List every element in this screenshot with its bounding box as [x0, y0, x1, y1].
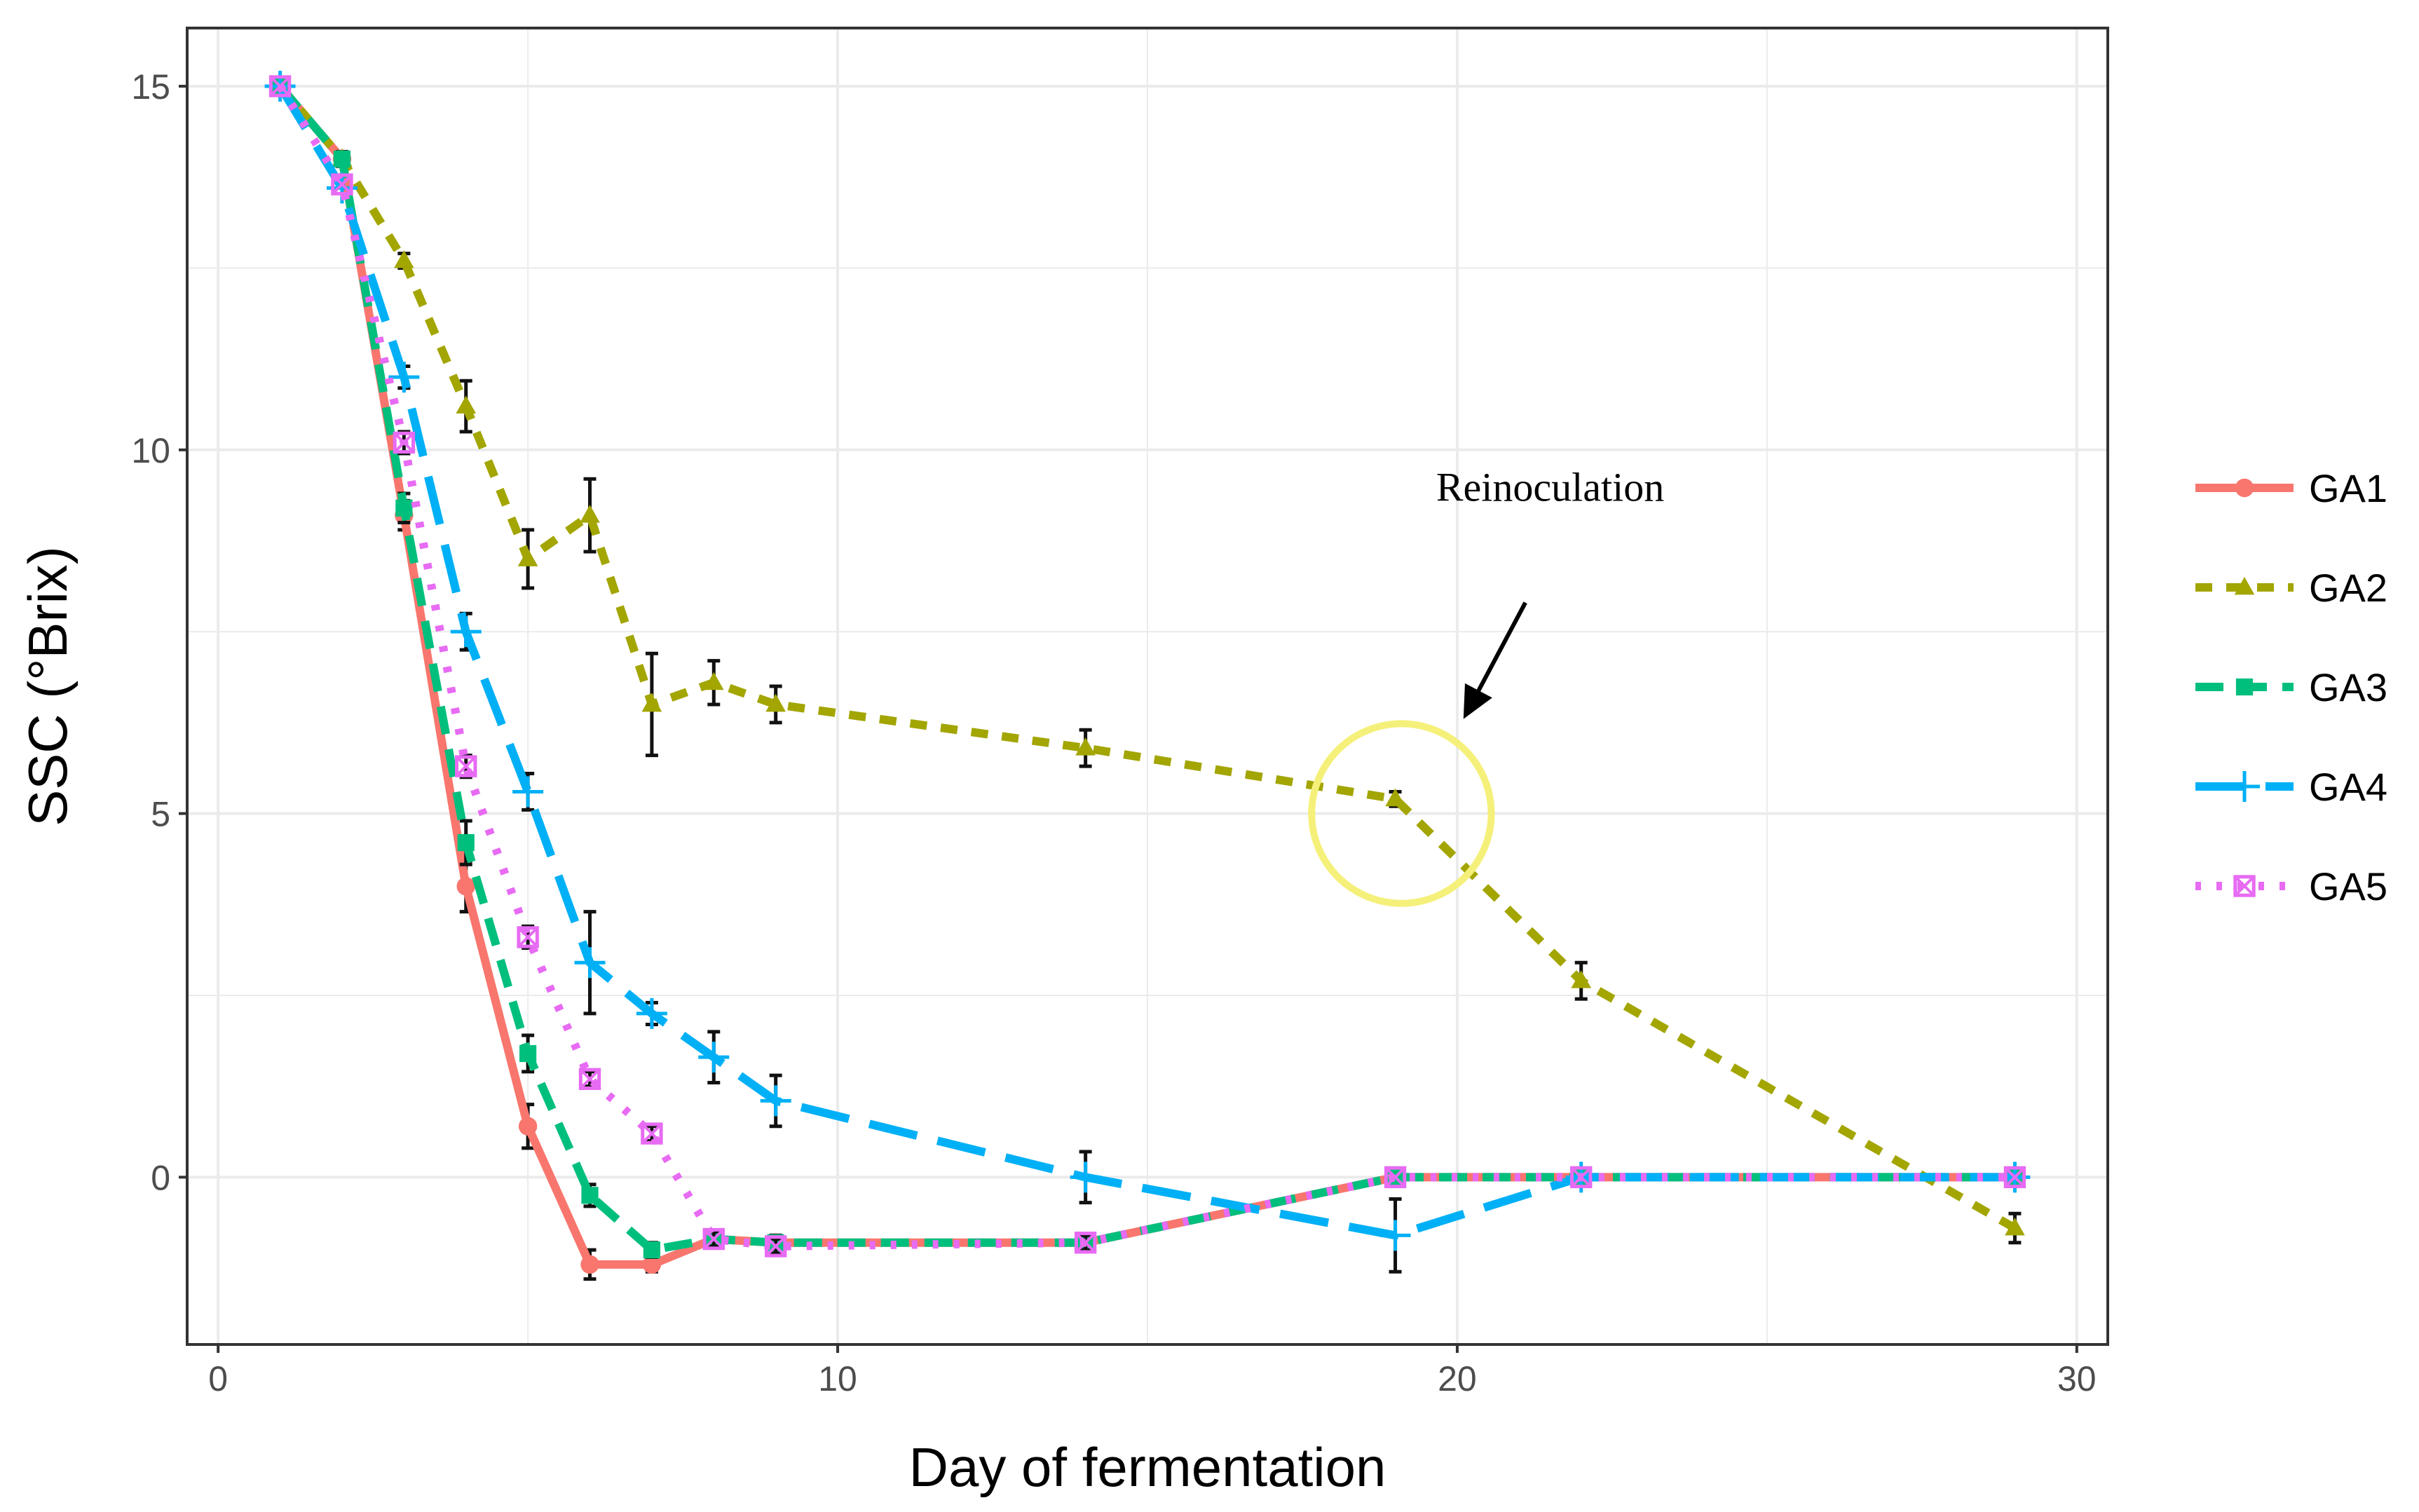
data-point-ga4	[1379, 1220, 1411, 1251]
data-point-ga4	[760, 1085, 791, 1117]
data-point-ga3	[333, 150, 351, 168]
legend-label-ga3: GA3	[2309, 665, 2387, 709]
data-point-ga5	[702, 1227, 725, 1251]
data-point-ga4	[1070, 1162, 1101, 1193]
data-point-ga4	[574, 947, 606, 979]
data-point-ga3	[457, 833, 475, 852]
axes-layer: 0 10 20 30 0 5 10 15	[131, 67, 2096, 1398]
data-point-ga4	[388, 362, 420, 393]
data-point-ga3	[395, 499, 413, 517]
data-point-ga2	[1075, 737, 1096, 756]
legend-item-ga5: GA5	[2195, 864, 2387, 908]
data-point-ga1	[580, 1255, 599, 1274]
legend-marker-ga5	[2233, 875, 2256, 897]
legend-item-ga4: GA4	[2195, 765, 2387, 809]
data-point-ga5	[268, 75, 292, 97]
data-point-ga5	[2003, 1166, 2026, 1189]
legend-label-ga2: GA2	[2309, 566, 2387, 610]
data-point-ga5	[393, 431, 416, 454]
data-point-ga5	[517, 926, 539, 948]
x-tick-label: 20	[1438, 1359, 1477, 1398]
data-point-ga2	[765, 693, 786, 712]
grid-lines	[187, 28, 2108, 1344]
y-tick-label: 15	[131, 67, 170, 107]
data-point-ga2	[394, 250, 414, 268]
reinoculation-circle	[1308, 720, 1495, 907]
data-point-ga2	[580, 505, 600, 523]
legend-label-ga4: GA4	[2309, 765, 2387, 809]
data-point-ga2	[641, 693, 662, 712]
data-point-ga5	[764, 1235, 787, 1258]
data-point-ga1	[642, 1255, 662, 1274]
data-point-ga2	[456, 395, 477, 414]
annotation-layer: Reinoculation	[1308, 464, 1664, 907]
x-tick-label: 30	[2057, 1359, 2097, 1398]
data-point-ga2	[2005, 1217, 2025, 1236]
data-point-ga5	[641, 1122, 663, 1145]
data-point-ga4	[512, 776, 544, 808]
data-point-ga5	[1384, 1166, 1407, 1189]
data-point-ga3	[643, 1241, 661, 1259]
legend-item-ga3: GA3	[2195, 665, 2387, 709]
legend-marker-ga2	[2234, 576, 2255, 595]
data-point-ga1	[456, 877, 475, 896]
x-axis-title: Day of fermentation	[909, 1436, 1386, 1498]
series-ga5	[268, 75, 2026, 1258]
series-ga2	[270, 75, 2025, 1245]
data-point-ga5	[1570, 1166, 1593, 1189]
data-point-ga2	[1571, 970, 1592, 988]
y-tick-label: 0	[151, 1158, 170, 1197]
legend-marker-ga1	[2235, 478, 2254, 498]
series-layer	[264, 71, 2031, 1281]
series-ga3	[271, 77, 2024, 1259]
legend-item-ga1: GA1	[2195, 466, 2387, 510]
data-point-ga2	[517, 548, 538, 566]
x-tick-label: 0	[208, 1359, 228, 1398]
legend-marker-ga4	[2229, 771, 2260, 802]
legend-item-ga2: GA2	[2195, 566, 2387, 610]
legend-label-ga5: GA5	[2309, 864, 2387, 908]
data-point-ga4	[698, 1042, 730, 1073]
data-point-ga5	[331, 173, 353, 196]
legend: GA1 GA2 GA3 GA4 GA5	[2195, 466, 2387, 908]
data-point-ga3	[519, 1044, 537, 1063]
arrow-icon	[1463, 601, 1527, 719]
data-point-ga3	[581, 1187, 599, 1204]
data-point-ga5	[1074, 1232, 1097, 1254]
y-tick-label: 5	[151, 795, 170, 834]
data-point-ga2	[703, 672, 724, 690]
x-tick-label: 10	[818, 1359, 857, 1398]
legend-label-ga1: GA1	[2309, 466, 2387, 510]
y-axis-title: SSC (°Brix)	[17, 546, 79, 826]
plot-panel-border	[186, 27, 2109, 1346]
data-point-ga5	[455, 755, 477, 777]
data-point-ga4	[450, 616, 482, 648]
data-point-ga5	[578, 1068, 601, 1090]
legend-marker-ga3	[2235, 678, 2254, 696]
y-tick-label: 10	[131, 431, 170, 470]
reinoculation-label: Reinoculation	[1436, 464, 1664, 510]
data-point-ga2	[1385, 788, 1405, 807]
data-point-ga4	[636, 997, 667, 1029]
data-point-ga1	[518, 1117, 538, 1136]
